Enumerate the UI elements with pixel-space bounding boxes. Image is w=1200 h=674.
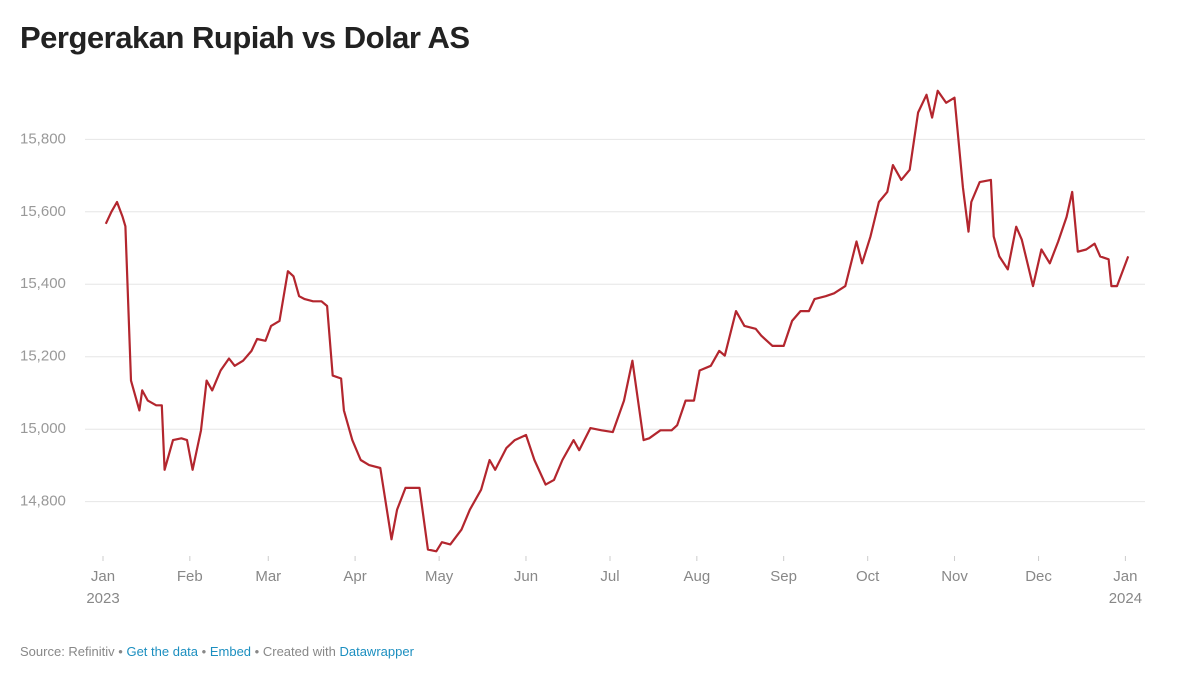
- separator: •: [201, 644, 207, 659]
- x-tick-label: Sep: [770, 568, 797, 585]
- get-data-link[interactable]: Get the data: [126, 644, 199, 659]
- created-with: Created with: [262, 644, 336, 659]
- y-tick-label: 15,200: [20, 348, 66, 365]
- tool-link[interactable]: Datawrapper: [339, 644, 414, 659]
- x-tick-label: Jul: [600, 568, 620, 585]
- x-tick-label: Oct: [856, 568, 880, 585]
- y-tick-label: 15,400: [20, 275, 66, 292]
- y-tick-label: 15,800: [20, 130, 66, 147]
- source: Source: Refinitiv: [20, 644, 115, 659]
- y-tick-label: 15,000: [20, 420, 66, 437]
- chart-title: Pergerakan Rupiah vs Dolar AS: [20, 20, 470, 55]
- x-tick-label: Nov: [941, 568, 968, 585]
- x-tick-label: Jun: [513, 568, 539, 585]
- embed-link[interactable]: Embed: [209, 644, 252, 659]
- y-tick-label: 15,600: [20, 203, 66, 220]
- line-series: [104, 89, 1130, 553]
- x-tick-label: Dec: [1025, 568, 1052, 585]
- x-tick-label: Feb: [176, 568, 203, 585]
- separator: •: [254, 644, 260, 659]
- footer: Source: Refinitiv • Get the data • Embed…: [20, 644, 414, 659]
- x-tick-label: Jan 2024: [1108, 568, 1143, 607]
- separator: •: [118, 644, 123, 659]
- y-tick-label: 14,800: [20, 493, 66, 510]
- x-tick-label: Mar: [255, 568, 282, 585]
- x-tick-label: Aug: [683, 568, 711, 585]
- x-tick-label: Apr: [343, 568, 367, 585]
- x-tick-label: Jan 2023: [86, 568, 120, 607]
- x-tick-label: May: [424, 568, 454, 585]
